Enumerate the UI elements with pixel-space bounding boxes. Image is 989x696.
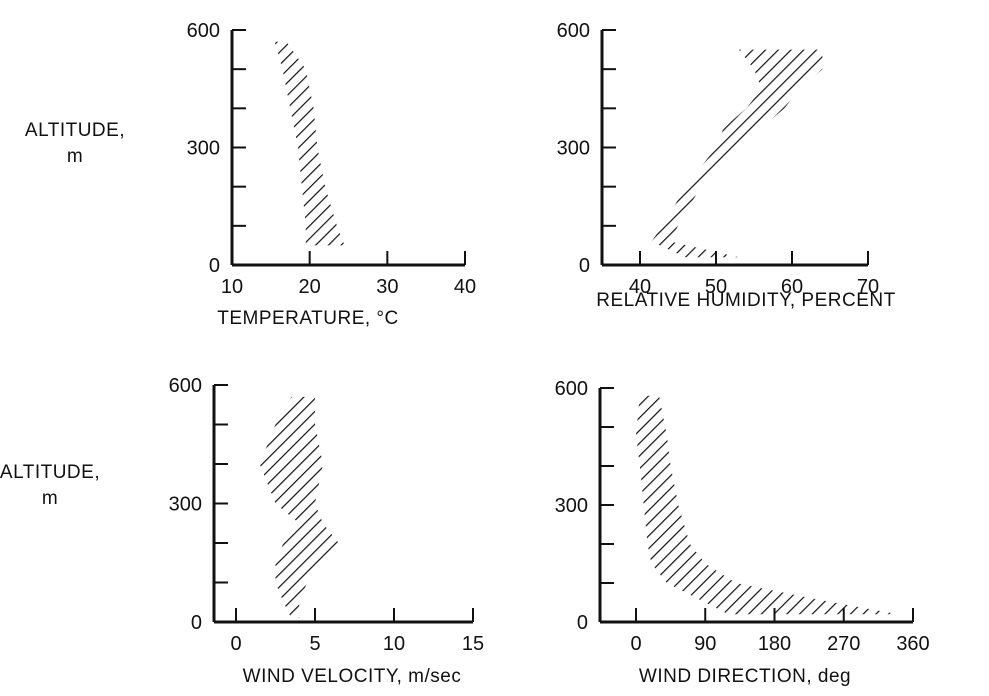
- band-series-0: [274, 41, 345, 246]
- temperature-axis-title-text: TEMPERATURE, °C: [217, 308, 399, 329]
- y-tick-label: 300: [187, 138, 220, 160]
- wind-velocity-axis-title: WIND VELOCITY, m/sec: [243, 666, 462, 687]
- y-tick-label: 600: [187, 20, 220, 42]
- x-tick-label: 0: [230, 633, 241, 655]
- temperature-axis-title: TEMPERATURE, °C: [217, 308, 399, 329]
- wind-velocity-panel: 0 300 600 0 5 10 15 ALTITUDE, m WIND VELOCITY,…: [0, 375, 484, 687]
- y-tick-label: 0: [579, 255, 590, 277]
- temperature-panel: 0 300 600 10 20 30 40 ALTITUDE, m TEMPERATURE,…: [25, 20, 476, 329]
- altitude-unit-top: m: [67, 146, 83, 167]
- x-tick-label: 15: [462, 633, 484, 655]
- x-tick-label: 10: [221, 276, 243, 298]
- x-tick-label: 40: [454, 276, 476, 298]
- wind-direction-plot: 0 300 600 0 90 180 270 360: [555, 378, 930, 655]
- humidity-axis-title: RELATIVE HUMIDITY, PERCENT: [596, 290, 895, 311]
- x-tick-label: 270: [827, 633, 860, 655]
- y-tick-label: 300: [555, 495, 588, 517]
- x-tick-label: 0: [630, 633, 641, 655]
- band-series-0: [259, 396, 339, 618]
- altitude-unit-bottom: m: [42, 488, 58, 509]
- y-tick-label: 0: [577, 612, 588, 634]
- y-tick-label: 300: [557, 138, 590, 160]
- band-series-0: [651, 49, 823, 258]
- x-tick-label: 10: [383, 633, 405, 655]
- x-tick-label: 90: [694, 633, 716, 655]
- wind-direction-axis-title: WIND DIRECTION, deg: [639, 666, 851, 687]
- altitude-label-bottom: ALTITUDE,: [0, 462, 100, 483]
- x-tick-label: 20: [299, 276, 321, 298]
- y-tick-label: 600: [555, 378, 588, 400]
- y-tick-label: 0: [191, 612, 202, 634]
- x-tick-label: 60: [781, 276, 803, 298]
- x-tick-label: 5: [309, 633, 320, 655]
- wind-velocity-plot: 0 300 600 0 5 10 15: [169, 375, 485, 655]
- temperature-plot: 0 300 600 10 20 30 40: [187, 20, 477, 298]
- x-tick-label: 30: [376, 276, 398, 298]
- humidity-plot: 0 300 600 40 50 60 70: [557, 20, 880, 298]
- x-tick-label: 70: [857, 276, 879, 298]
- y-tick-label: 0: [209, 255, 220, 277]
- y-tick-label: 600: [169, 375, 202, 397]
- humidity-panel: 0 300 600 40 50 60 70 RELATIVE HUMIDITY, PERCE…: [557, 20, 896, 311]
- y-tick-label: 600: [557, 20, 590, 42]
- x-tick-label: 180: [758, 633, 791, 655]
- y-tick-label: 300: [169, 494, 202, 516]
- wind-direction-panel: 0 300 600 0 90 180 270 360 WIND DIRECTION, deg: [555, 378, 930, 687]
- band-series-0: [636, 395, 898, 615]
- x-tick-label: 360: [896, 633, 929, 655]
- x-tick-label: 40: [629, 276, 651, 298]
- x-tick-label: 50: [705, 276, 727, 298]
- altitude-label-top: ALTITUDE,: [25, 120, 125, 141]
